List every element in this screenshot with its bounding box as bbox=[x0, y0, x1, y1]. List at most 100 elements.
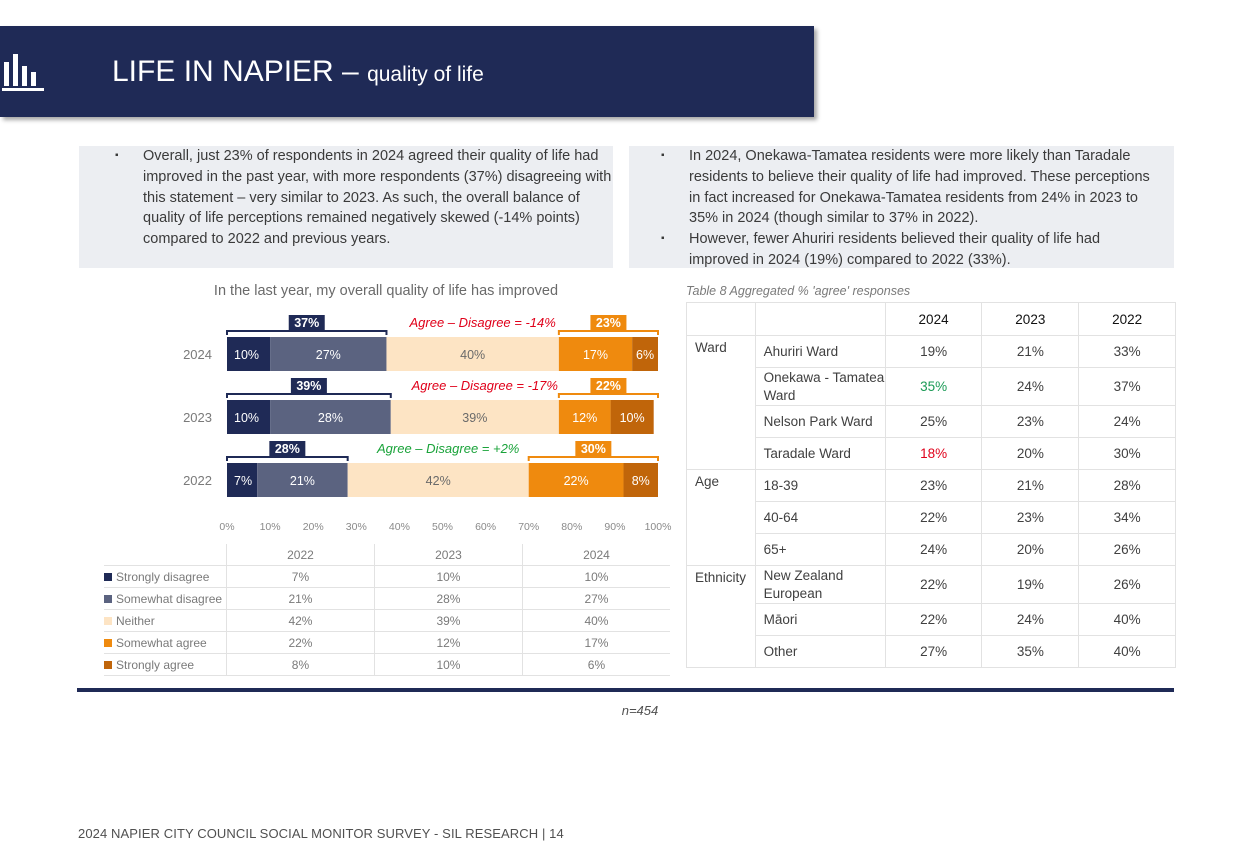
cell-value: 23% bbox=[884, 469, 983, 502]
data-label: 10% bbox=[620, 411, 645, 425]
cell-value: 24% bbox=[981, 603, 1080, 636]
bar-segment bbox=[632, 337, 658, 371]
group-label: Age bbox=[686, 469, 756, 566]
bar-segment bbox=[390, 400, 559, 434]
legend-value: 28% bbox=[373, 587, 523, 610]
balance-label: Agree – Disagree = +2% bbox=[376, 441, 519, 456]
disagree-bracket bbox=[226, 456, 349, 461]
legend-swatch bbox=[104, 660, 112, 669]
legend-swatch bbox=[104, 616, 112, 625]
bar-segment bbox=[227, 400, 271, 434]
header-blank bbox=[754, 302, 886, 336]
agree-bracket bbox=[527, 456, 659, 461]
legend-table-header: 2022 2023 2024 bbox=[104, 544, 670, 566]
stacked-bar-chart: 2024 10% 27% 40% 17% 6% 37% 23% Agree – Disagree… bbox=[183, 315, 672, 533]
page-footer: 2024 NAPIER CITY COUNCIL SOCIAL MONITOR … bbox=[78, 826, 564, 841]
x-tick-label: 30% bbox=[346, 521, 367, 533]
agree-total-box bbox=[590, 315, 627, 330]
x-tick-label: 0% bbox=[219, 521, 234, 533]
data-label: 22% bbox=[564, 474, 589, 488]
cell-value: 26% bbox=[1078, 533, 1176, 566]
row-label: Ahuriri Ward bbox=[754, 335, 886, 368]
agree-bracket bbox=[557, 393, 659, 398]
row-label: New Zealand European bbox=[754, 565, 886, 604]
cell-value: 35% bbox=[981, 635, 1080, 668]
x-tick-label: 90% bbox=[604, 521, 625, 533]
row-label: Other bbox=[754, 635, 886, 668]
row-label: Taradale Ward bbox=[754, 437, 886, 470]
legend-value: 10% bbox=[373, 565, 523, 588]
chart-title: In the last year, my overall quality of … bbox=[213, 283, 559, 299]
legend-label: Neither bbox=[116, 613, 155, 628]
legend-value: 21% bbox=[225, 587, 375, 610]
legend-swatch bbox=[104, 638, 112, 647]
aggregated-agree-table: 2024 2023 2022 Ward Ahuriri Ward 19% 21%… bbox=[686, 302, 1176, 668]
data-label: 10% bbox=[234, 411, 259, 425]
legend-value: 22% bbox=[225, 631, 375, 654]
x-tick-label: 50% bbox=[432, 521, 453, 533]
row-label: 18-39 bbox=[754, 469, 886, 502]
cell-value: 21% bbox=[981, 469, 1080, 502]
bar-segment bbox=[558, 400, 611, 434]
cell-value: 20% bbox=[981, 437, 1080, 470]
table-row: Onekawa - Tamatea Ward 35% 24% 37% bbox=[687, 367, 1176, 406]
bullet-item: Overall, just 23% of respondents in 2024… bbox=[115, 146, 613, 250]
cell-value: 24% bbox=[884, 533, 983, 566]
cell-value: 27% bbox=[884, 635, 983, 668]
agree-bracket bbox=[557, 330, 659, 335]
page-title: LIFE IN NAPIER – quality of life bbox=[112, 55, 484, 89]
bar-segment bbox=[528, 463, 624, 497]
table-row: Other 27% 35% 40% bbox=[687, 635, 1176, 668]
data-label: 17% bbox=[583, 348, 608, 362]
row-label: 65+ bbox=[754, 533, 886, 566]
cell-value: 22% bbox=[884, 603, 983, 636]
year-header: 2022 bbox=[1078, 302, 1176, 336]
data-label: 42% bbox=[426, 474, 451, 488]
table-row: Age 18-39 23% 21% 28% bbox=[686, 469, 1176, 566]
legend-swatch bbox=[104, 594, 112, 603]
legend-label: Somewhat disagree bbox=[116, 591, 223, 606]
legend-row: Somewhat agree 22% 12% 17% bbox=[104, 631, 670, 654]
balance-label: Agree – Disagree = -17% bbox=[411, 378, 558, 393]
cell-value: 19% bbox=[981, 565, 1080, 604]
year-header: 2022 bbox=[225, 544, 375, 566]
category-label: 2024 bbox=[183, 347, 212, 362]
disagree-total: 39% bbox=[296, 379, 321, 393]
year-header: 2024 bbox=[884, 302, 983, 336]
bar-segment bbox=[270, 337, 387, 371]
legend-value: 10% bbox=[373, 653, 523, 676]
x-tick-label: 60% bbox=[475, 521, 496, 533]
legend-value: 7% bbox=[225, 565, 375, 588]
cell-value: 26% bbox=[1078, 565, 1176, 604]
year-header: 2024 bbox=[521, 544, 670, 566]
agree-total: 23% bbox=[596, 316, 621, 330]
data-label: 27% bbox=[316, 348, 341, 362]
page-subtitle: quality of life bbox=[367, 63, 484, 86]
legend-value: 17% bbox=[521, 631, 670, 654]
data-label: 10% bbox=[234, 348, 259, 362]
cell-value: 23% bbox=[981, 501, 1080, 534]
cell-value: 30% bbox=[1078, 437, 1176, 470]
table-row: Māori 22% 24% 40% bbox=[687, 603, 1176, 636]
divider-rule bbox=[77, 688, 1174, 692]
year-header: 2023 bbox=[373, 544, 523, 566]
legend-value: 12% bbox=[373, 631, 523, 654]
x-tick-label: 100% bbox=[645, 521, 672, 533]
disagree-bracket bbox=[226, 330, 388, 335]
bar-segment bbox=[257, 463, 348, 497]
cell-value: 24% bbox=[1078, 405, 1176, 438]
row-label: Onekawa - Tamatea Ward bbox=[754, 367, 886, 406]
data-label: 21% bbox=[290, 474, 315, 488]
bar-segment bbox=[227, 337, 271, 371]
data-label: 28% bbox=[318, 411, 343, 425]
disagree-total-box bbox=[290, 378, 327, 393]
disagree-total: 37% bbox=[294, 316, 319, 330]
agree-total-box bbox=[575, 441, 612, 456]
bar-segment bbox=[347, 463, 529, 497]
legend-value: 10% bbox=[521, 565, 670, 588]
cell-value: 40% bbox=[1078, 635, 1176, 668]
summary-bullets-left: Overall, just 23% of respondents in 2024… bbox=[79, 146, 613, 268]
legend-value: 39% bbox=[373, 609, 523, 632]
disagree-total-box bbox=[269, 441, 306, 456]
agree-total: 30% bbox=[581, 442, 606, 456]
